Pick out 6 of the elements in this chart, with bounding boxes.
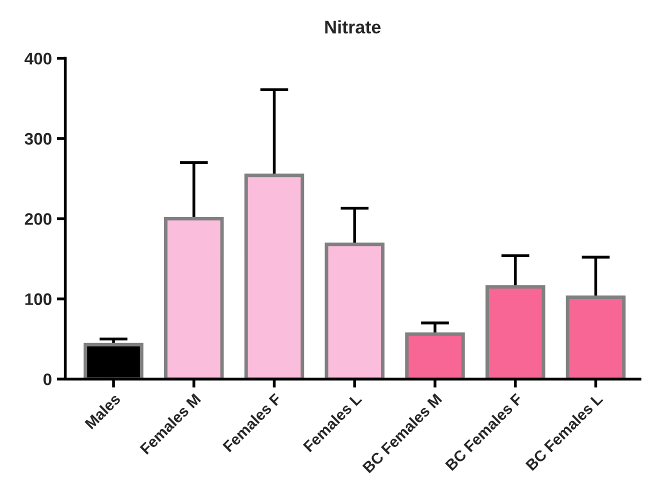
chart-title: Nitrate [325,20,381,34]
y-tick-label: 200 [24,213,52,225]
y-tick-label: 100 [25,293,52,306]
y-tick-label: 400 [24,52,52,65]
y-tick-label: 0 [43,373,52,386]
y-tick-label: 300 [24,132,52,145]
